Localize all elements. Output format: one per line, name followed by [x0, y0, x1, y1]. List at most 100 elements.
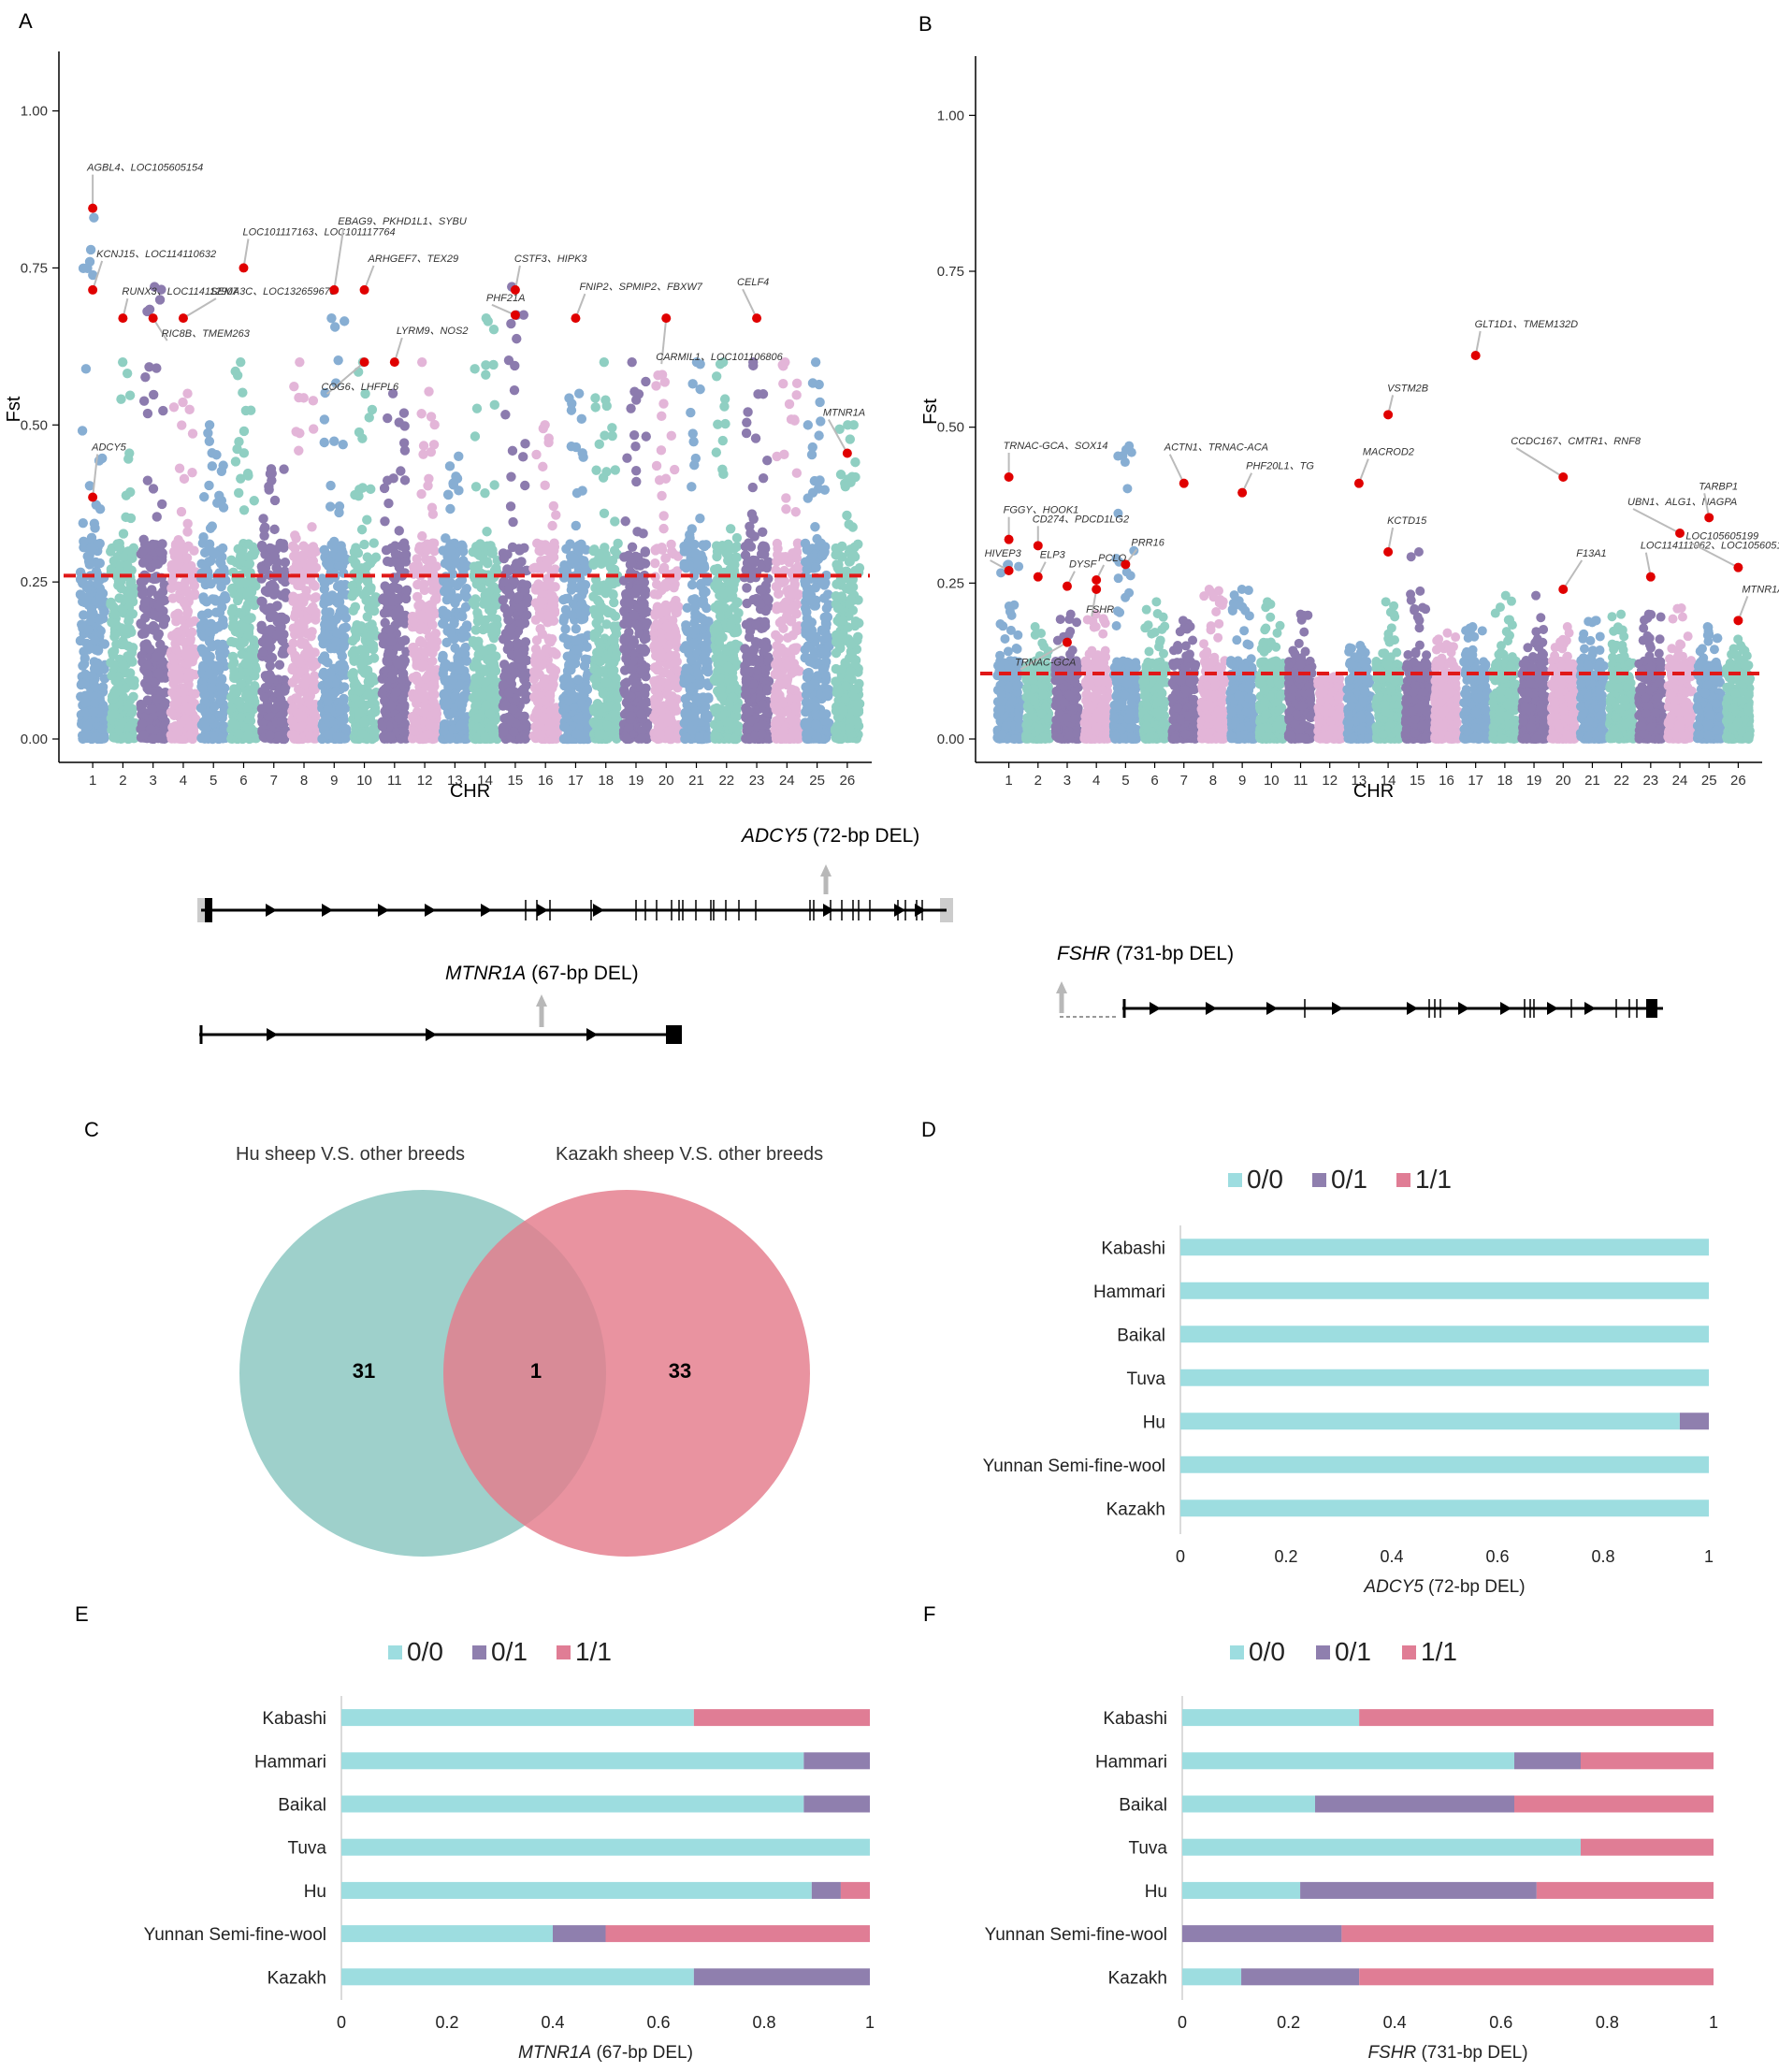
snp-point — [601, 400, 612, 412]
snp-point — [319, 437, 329, 448]
snp-point — [609, 597, 619, 608]
snp-point — [166, 564, 178, 574]
snp-point — [325, 480, 336, 491]
panel-label-F: F — [923, 1602, 935, 1626]
snp-point — [269, 703, 281, 714]
snp-point — [428, 538, 440, 549]
snp-point — [139, 539, 151, 550]
snp-point — [390, 541, 400, 551]
snp-point — [148, 484, 159, 494]
snp-point — [336, 580, 346, 590]
snp-point — [348, 667, 358, 678]
snp-point — [80, 707, 90, 718]
snp-point — [214, 607, 225, 618]
snp-point — [354, 427, 365, 438]
snp-point — [325, 501, 336, 512]
snp-point — [623, 690, 633, 701]
snp-point — [158, 405, 168, 416]
snp-point — [269, 551, 281, 562]
snp-point — [263, 641, 274, 651]
snp-point — [453, 656, 463, 666]
snp-point — [548, 500, 559, 512]
snp-point — [609, 632, 619, 644]
snp-point — [485, 709, 496, 719]
snp-point — [456, 720, 467, 731]
snp-point — [551, 510, 561, 520]
snp-point — [205, 523, 216, 533]
y-tick-label: 0.25 — [21, 574, 48, 590]
snp-point — [627, 542, 638, 552]
snp-point — [216, 581, 226, 592]
snp-point — [320, 692, 331, 703]
snp-point — [596, 558, 607, 569]
snp-point — [234, 437, 244, 447]
snp-point — [536, 649, 547, 659]
chr-points-20 — [648, 369, 684, 745]
snp-point — [488, 581, 499, 592]
snp-point — [512, 333, 522, 344]
snp-point — [429, 594, 441, 605]
snp-point — [439, 689, 449, 701]
snp-point — [333, 598, 343, 608]
snp-point — [259, 524, 269, 534]
snp-point — [599, 508, 610, 518]
snp-point — [626, 403, 636, 413]
snp-point — [265, 660, 276, 671]
snp-point — [181, 650, 192, 660]
snp-point — [537, 563, 547, 574]
snp-point — [207, 461, 218, 471]
snp-point — [356, 524, 368, 535]
snp-point — [650, 558, 660, 569]
snp-point — [90, 523, 100, 533]
snp-point — [480, 487, 490, 499]
x-tick-label: 12 — [417, 773, 433, 789]
snp-point — [489, 399, 500, 411]
snp-point — [179, 473, 190, 485]
snp-point — [221, 593, 231, 604]
snp-point — [217, 639, 228, 650]
snp-point — [290, 654, 301, 664]
snp-point — [227, 717, 238, 729]
snp-point — [428, 440, 440, 450]
snp-point — [257, 565, 268, 575]
snp-point — [248, 635, 259, 645]
snp-point — [592, 701, 602, 711]
snp-point — [210, 594, 220, 604]
snp-point — [418, 449, 428, 459]
snp-point — [622, 453, 632, 463]
snp-point — [82, 721, 93, 732]
snp-point — [215, 695, 225, 705]
snp-point — [562, 593, 573, 604]
snp-point — [340, 622, 352, 632]
snp-point — [339, 682, 350, 692]
snp-point — [217, 733, 227, 744]
snp-point — [317, 632, 327, 644]
snp-point — [398, 438, 410, 448]
snp-point — [421, 673, 431, 684]
x-tick-label: 17 — [568, 773, 584, 789]
snp-point — [304, 696, 314, 706]
snp-point — [230, 366, 240, 377]
snp-point — [543, 437, 554, 448]
snp-point — [269, 495, 281, 506]
snp-point — [491, 651, 501, 661]
snp-point — [187, 467, 197, 478]
snp-point — [280, 558, 291, 568]
snp-point — [633, 622, 644, 632]
snp-point — [308, 424, 319, 434]
snp-point — [232, 595, 243, 606]
chr-points-14 — [468, 312, 503, 745]
snp-point — [630, 466, 642, 476]
snp-point — [292, 708, 303, 718]
snp-point — [489, 480, 499, 490]
snp-point — [512, 638, 522, 648]
snp-point — [518, 310, 529, 320]
snp-point — [123, 616, 134, 626]
snp-point — [400, 543, 411, 553]
snp-point — [168, 671, 179, 682]
snp-point — [178, 686, 189, 696]
snp-point — [204, 627, 214, 638]
snp-point — [366, 484, 376, 495]
snp-point — [364, 413, 374, 423]
